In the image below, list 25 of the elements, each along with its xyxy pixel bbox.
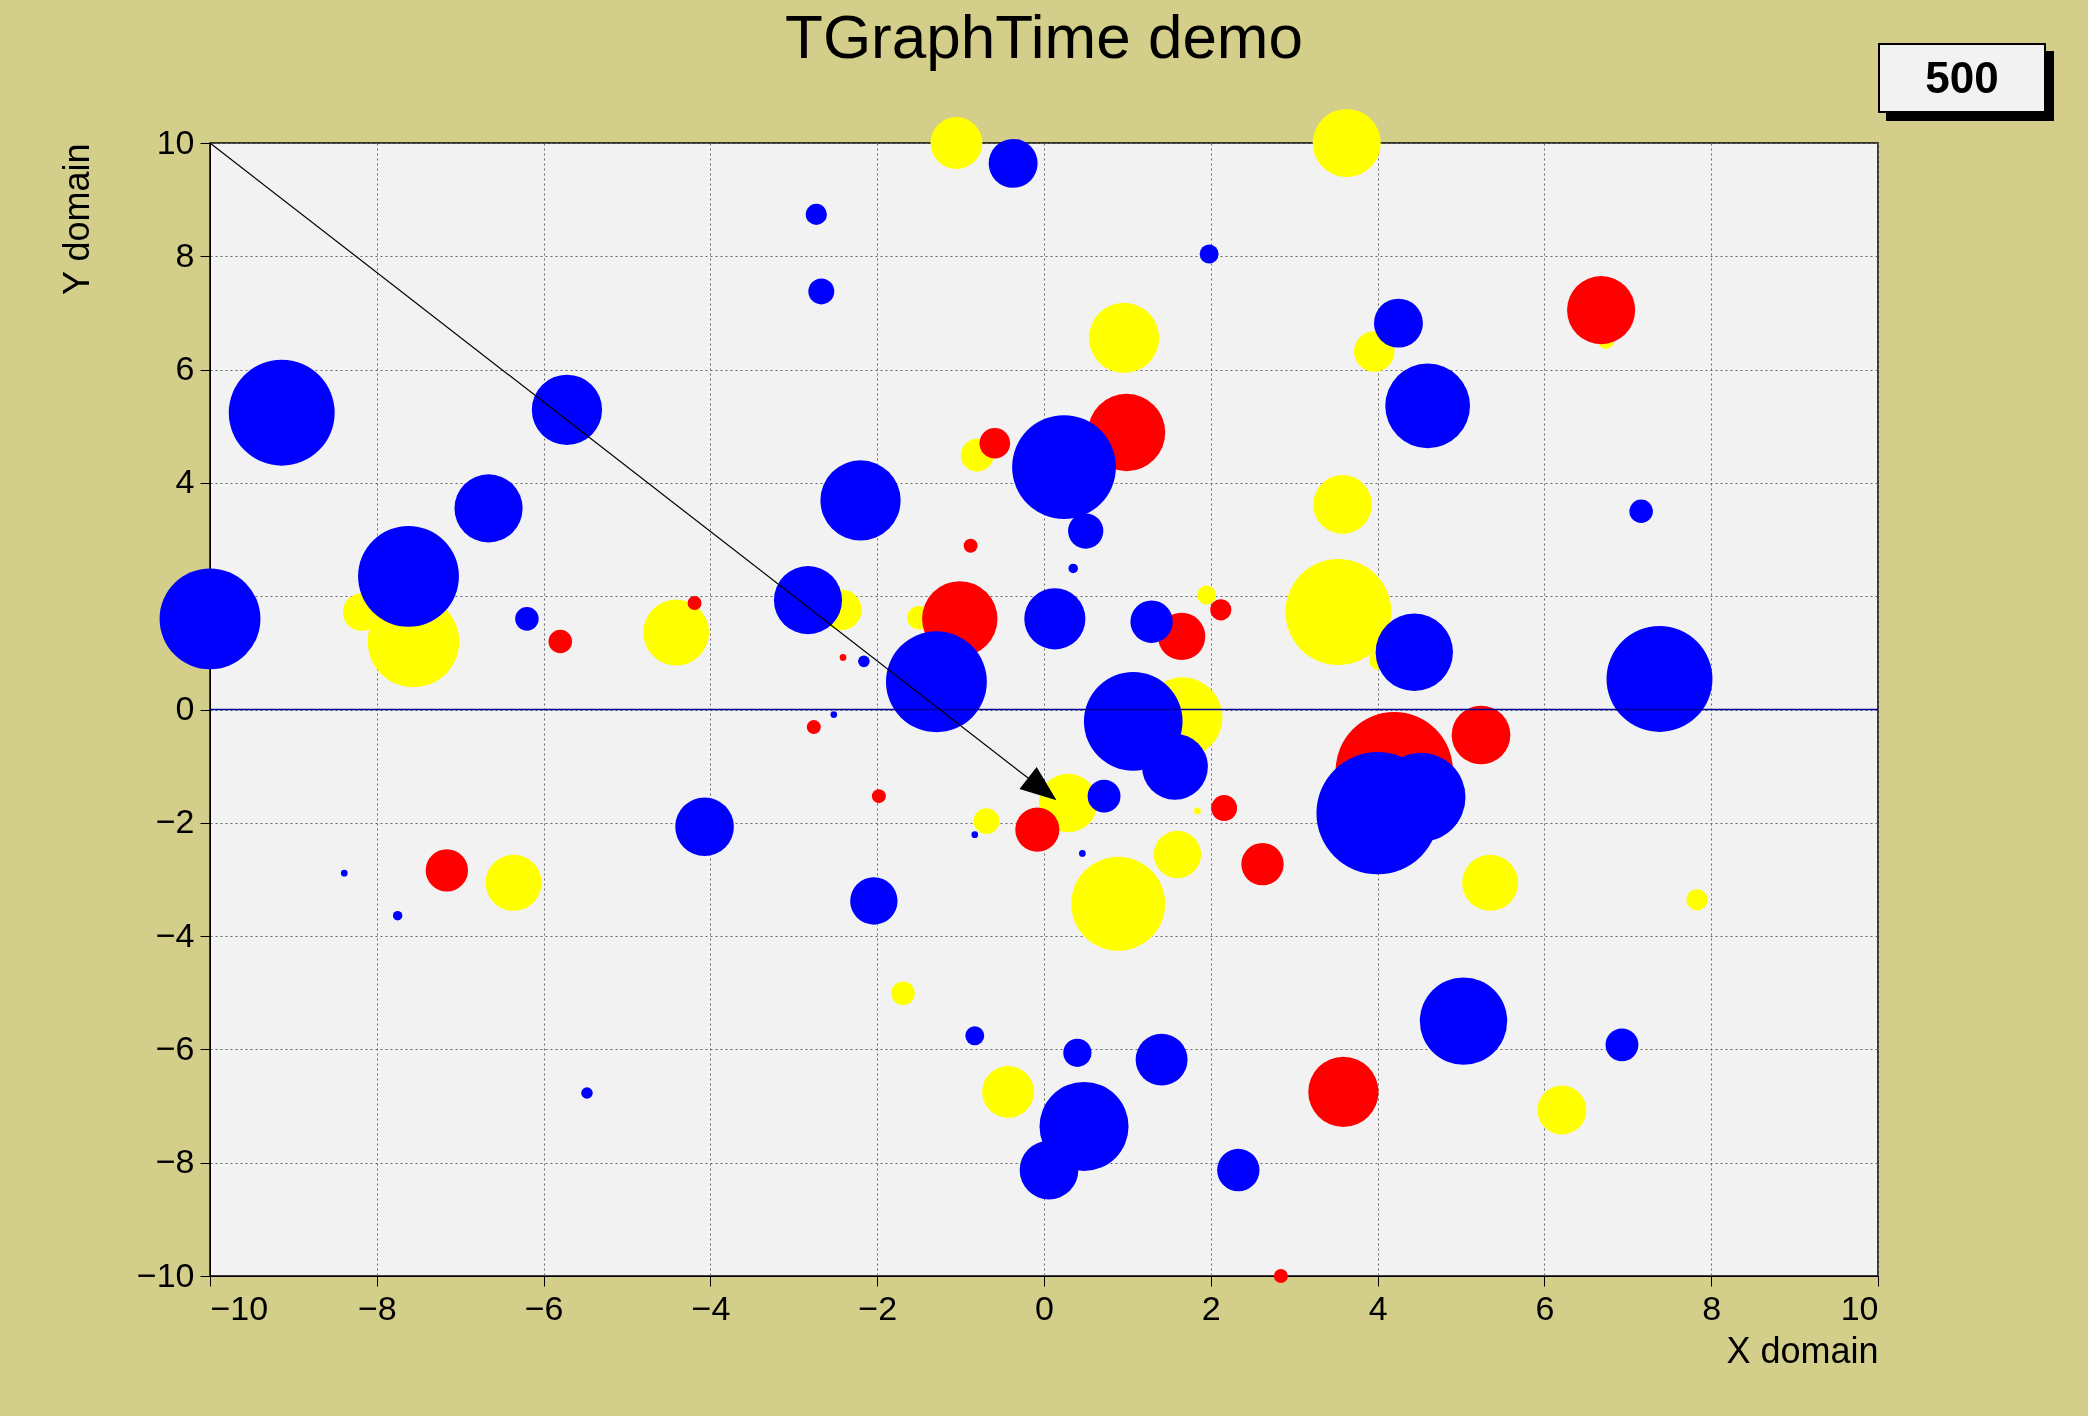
text: 500: [1878, 43, 2046, 113]
x-tick-label: 4: [1368, 1288, 1388, 1327]
x-tick-label: 6: [1535, 1288, 1555, 1327]
y-tick-label: 6: [175, 349, 195, 388]
x-tick-label: 8: [1702, 1288, 1722, 1327]
x-tick-label: −10: [210, 1288, 269, 1327]
x-tick-label: −8: [357, 1288, 397, 1327]
y-tick-label: 8: [175, 235, 195, 274]
y-tick-label: 10: [156, 122, 195, 161]
x-tick-label: −4: [691, 1288, 731, 1327]
x-tick-label: 10: [1840, 1288, 1879, 1327]
y-tick-label: 4: [175, 462, 195, 501]
y-axis-title: Y domain: [55, 143, 97, 295]
y-tick-label: −2: [155, 802, 195, 841]
x-tick-label: 0: [1035, 1288, 1054, 1327]
x-tick-label: 2: [1201, 1288, 1221, 1327]
x-tick-label: −6: [524, 1288, 564, 1327]
y-tick-label: −8: [155, 1142, 195, 1181]
y-tick-label: −4: [155, 915, 195, 954]
chart-title: TGraphTime demo: [785, 1, 1303, 71]
x-tick-label: −2: [858, 1288, 898, 1327]
y-tick-label: −6: [155, 1028, 195, 1067]
x-axis-title: X domain: [1726, 1329, 1879, 1371]
y-tick-label: −10: [136, 1255, 195, 1294]
y-tick-label: 0: [175, 689, 195, 727]
